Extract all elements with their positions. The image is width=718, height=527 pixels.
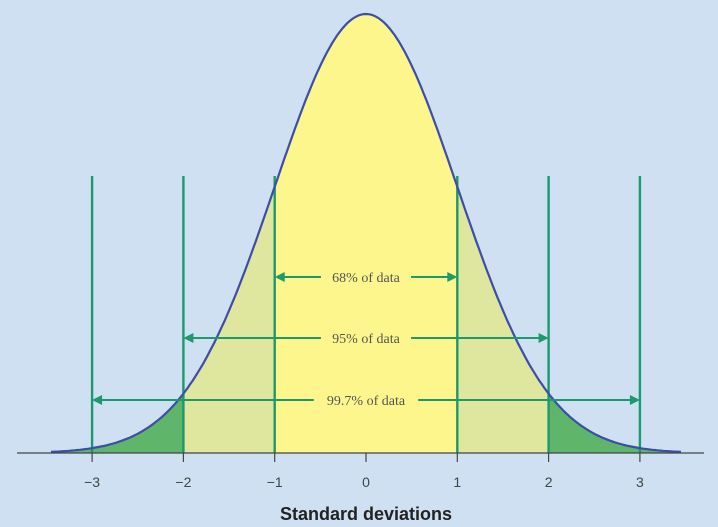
range-annotations: 68% of data 95% of data 99.7% of data: [92, 271, 640, 409]
x-tick-label: 2: [545, 474, 553, 490]
normal-curve: [50, 12, 682, 453]
range-label: 68% of data: [332, 271, 400, 286]
x-tick-label: −3: [84, 474, 100, 490]
range-arrowhead-left: [183, 333, 194, 343]
range-annotation: 99.7% of data: [92, 394, 640, 409]
range-annotation: 68% of data: [274, 271, 458, 286]
center-fill: [274, 14, 458, 453]
x-tick-label: 0: [362, 474, 370, 490]
x-tick-label: 3: [636, 474, 644, 490]
reference-lines: [90, 176, 642, 453]
range-arrowhead-right: [538, 333, 549, 343]
range-arrowhead-left: [92, 395, 103, 405]
range-label: 99.7% of data: [327, 394, 406, 409]
range-label: 95% of data: [332, 332, 400, 347]
x-axis-title: Standard deviations: [280, 504, 452, 524]
x-axis-ticks: −3 −2 −1 0 1 2 3: [84, 453, 644, 490]
right-tail-fill: [548, 393, 681, 453]
x-tick-label: −2: [175, 474, 191, 490]
range-arrowhead-right: [629, 395, 640, 405]
x-tick-label: −1: [267, 474, 283, 490]
left-tail-fill: [51, 393, 184, 453]
range-arrowhead-right: [447, 272, 458, 282]
range-annotation: 95% of data: [183, 332, 549, 347]
x-tick-label: 1: [453, 474, 461, 490]
range-arrowhead-left: [274, 272, 285, 282]
